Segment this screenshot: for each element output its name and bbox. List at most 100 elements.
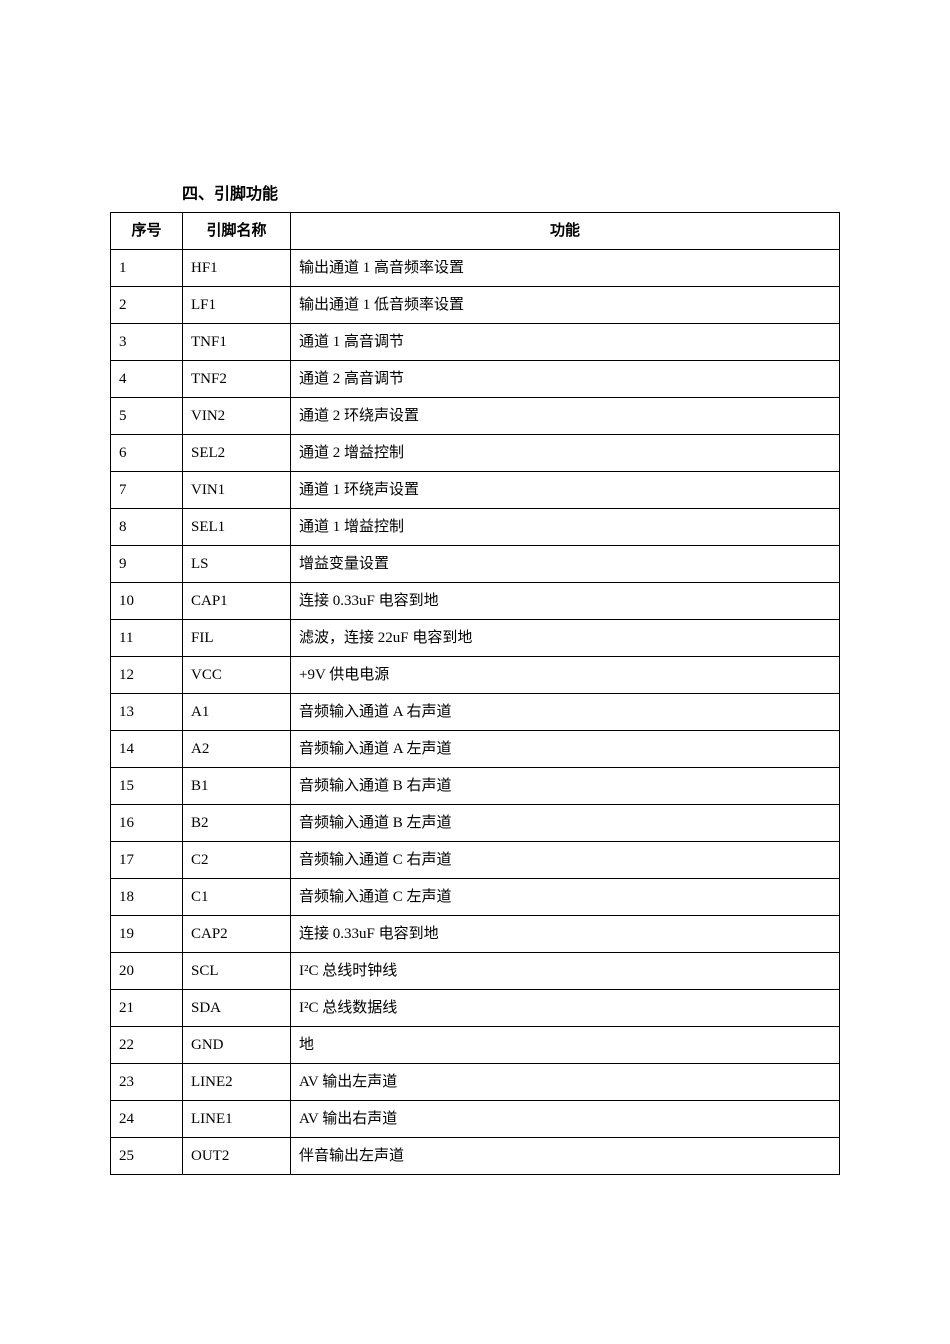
cell-func: 音频输入通道 A 左声道 [291, 731, 840, 768]
cell-seq: 5 [111, 398, 183, 435]
table-row: 24LINE1AV 输出右声道 [111, 1101, 840, 1138]
cell-seq: 18 [111, 879, 183, 916]
cell-func: +9V 供电电源 [291, 657, 840, 694]
table-header-row: 序号 引脚名称 功能 [111, 213, 840, 250]
table-row: 4TNF2通道 2 高音调节 [111, 361, 840, 398]
cell-func: 增益变量设置 [291, 546, 840, 583]
table-row: 7VIN1通道 1 环绕声设置 [111, 472, 840, 509]
cell-pin: FIL [183, 620, 291, 657]
cell-seq: 14 [111, 731, 183, 768]
cell-pin: LS [183, 546, 291, 583]
cell-pin: C2 [183, 842, 291, 879]
cell-func: 音频输入通道 C 右声道 [291, 842, 840, 879]
cell-pin: CAP2 [183, 916, 291, 953]
header-func: 功能 [291, 213, 840, 250]
table-row: 21SDAI²C 总线数据线 [111, 990, 840, 1027]
cell-seq: 8 [111, 509, 183, 546]
table-row: 10CAP1连接 0.33uF 电容到地 [111, 583, 840, 620]
table-row: 5VIN2通道 2 环绕声设置 [111, 398, 840, 435]
cell-func: 地 [291, 1027, 840, 1064]
cell-seq: 19 [111, 916, 183, 953]
cell-pin: HF1 [183, 250, 291, 287]
cell-seq: 17 [111, 842, 183, 879]
cell-seq: 4 [111, 361, 183, 398]
cell-seq: 20 [111, 953, 183, 990]
cell-seq: 15 [111, 768, 183, 805]
table-row: 25OUT2伴音输出左声道 [111, 1138, 840, 1175]
cell-pin: VIN1 [183, 472, 291, 509]
table-row: 1HF1输出通道 1 高音频率设置 [111, 250, 840, 287]
table-row: 3TNF1通道 1 高音调节 [111, 324, 840, 361]
cell-func: 连接 0.33uF 电容到地 [291, 583, 840, 620]
cell-seq: 6 [111, 435, 183, 472]
cell-pin: LINE1 [183, 1101, 291, 1138]
cell-seq: 24 [111, 1101, 183, 1138]
cell-pin: GND [183, 1027, 291, 1064]
cell-seq: 21 [111, 990, 183, 1027]
cell-pin: SEL2 [183, 435, 291, 472]
cell-seq: 10 [111, 583, 183, 620]
table-row: 18C1音频输入通道 C 左声道 [111, 879, 840, 916]
table-row: 11FIL滤波，连接 22uF 电容到地 [111, 620, 840, 657]
cell-pin: LF1 [183, 287, 291, 324]
cell-seq: 1 [111, 250, 183, 287]
table-row: 6SEL2通道 2 增益控制 [111, 435, 840, 472]
cell-pin: CAP1 [183, 583, 291, 620]
cell-func: 通道 1 环绕声设置 [291, 472, 840, 509]
cell-seq: 25 [111, 1138, 183, 1175]
cell-func: 伴音输出左声道 [291, 1138, 840, 1175]
cell-seq: 9 [111, 546, 183, 583]
cell-pin: VCC [183, 657, 291, 694]
cell-seq: 13 [111, 694, 183, 731]
cell-func: 通道 2 高音调节 [291, 361, 840, 398]
table-row: 12VCC+9V 供电电源 [111, 657, 840, 694]
cell-func: 通道 2 环绕声设置 [291, 398, 840, 435]
cell-seq: 16 [111, 805, 183, 842]
header-pin: 引脚名称 [183, 213, 291, 250]
cell-seq: 11 [111, 620, 183, 657]
cell-func: 音频输入通道 A 右声道 [291, 694, 840, 731]
cell-pin: C1 [183, 879, 291, 916]
cell-pin: SDA [183, 990, 291, 1027]
cell-seq: 2 [111, 287, 183, 324]
cell-pin: VIN2 [183, 398, 291, 435]
table-row: 8SEL1通道 1 增益控制 [111, 509, 840, 546]
cell-func: 通道 1 增益控制 [291, 509, 840, 546]
cell-seq: 7 [111, 472, 183, 509]
cell-func: 音频输入通道 C 左声道 [291, 879, 840, 916]
cell-func: 通道 1 高音调节 [291, 324, 840, 361]
cell-seq: 22 [111, 1027, 183, 1064]
cell-seq: 12 [111, 657, 183, 694]
cell-func: AV 输出右声道 [291, 1101, 840, 1138]
cell-pin: SEL1 [183, 509, 291, 546]
cell-func: 通道 2 增益控制 [291, 435, 840, 472]
cell-seq: 23 [111, 1064, 183, 1101]
cell-pin: OUT2 [183, 1138, 291, 1175]
cell-func: 输出通道 1 低音频率设置 [291, 287, 840, 324]
cell-func: 连接 0.33uF 电容到地 [291, 916, 840, 953]
table-row: 14A2音频输入通道 A 左声道 [111, 731, 840, 768]
table-row: 23LINE2AV 输出左声道 [111, 1064, 840, 1101]
cell-func: 输出通道 1 高音频率设置 [291, 250, 840, 287]
table-row: 15B1音频输入通道 B 右声道 [111, 768, 840, 805]
cell-func: I²C 总线数据线 [291, 990, 840, 1027]
pin-function-table: 序号 引脚名称 功能 1HF1输出通道 1 高音频率设置2LF1输出通道 1 低… [110, 212, 840, 1175]
cell-pin: SCL [183, 953, 291, 990]
cell-pin: B2 [183, 805, 291, 842]
table-row: 16B2音频输入通道 B 左声道 [111, 805, 840, 842]
cell-pin: TNF2 [183, 361, 291, 398]
table-row: 20SCLI²C 总线时钟线 [111, 953, 840, 990]
cell-func: 音频输入通道 B 左声道 [291, 805, 840, 842]
table-row: 9LS增益变量设置 [111, 546, 840, 583]
table-row: 13A1音频输入通道 A 右声道 [111, 694, 840, 731]
cell-func: 滤波，连接 22uF 电容到地 [291, 620, 840, 657]
cell-func: 音频输入通道 B 右声道 [291, 768, 840, 805]
cell-pin: TNF1 [183, 324, 291, 361]
cell-func: I²C 总线时钟线 [291, 953, 840, 990]
cell-pin: A1 [183, 694, 291, 731]
table-row: 19CAP2连接 0.33uF 电容到地 [111, 916, 840, 953]
section-title: 四、引脚功能 [110, 180, 840, 204]
table-row: 22GND地 [111, 1027, 840, 1064]
cell-pin: LINE2 [183, 1064, 291, 1101]
header-seq: 序号 [111, 213, 183, 250]
